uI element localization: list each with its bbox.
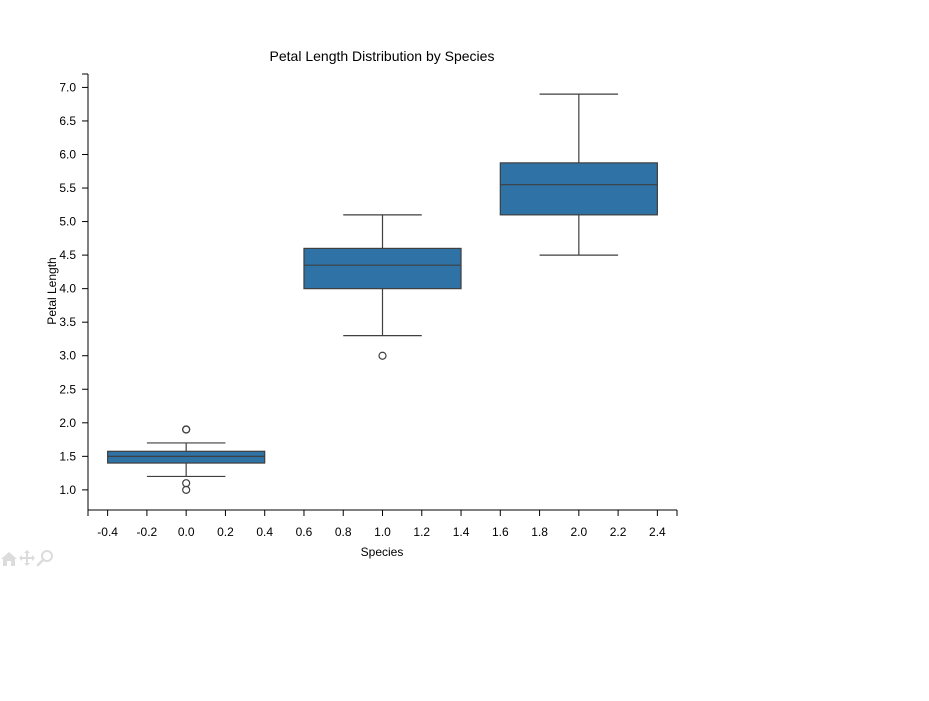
x-tick-label: 0.2 (217, 525, 234, 539)
x-tick-label: 0.8 (335, 525, 352, 539)
y-tick-label: 1.0 (59, 483, 76, 497)
y-tick-label: 4.5 (59, 248, 76, 262)
y-axis-label: Petal Length (45, 257, 59, 324)
outlier-point (182, 425, 191, 434)
x-tick-label: 1.2 (413, 525, 430, 539)
y-tick-label: 2.5 (59, 382, 76, 396)
x-tick-label: 1.0 (374, 525, 391, 539)
x-axis-label: Species (361, 545, 404, 559)
x-tick-label: 2.2 (610, 525, 627, 539)
y-tick-label: 7.0 (59, 80, 76, 94)
y-tick-label: 6.5 (59, 114, 76, 128)
x-tick-label: 0.4 (256, 525, 273, 539)
box-group-2 (499, 93, 658, 256)
x-tick-label: 0.0 (178, 525, 195, 539)
y-axis: 1.0 1.5 2.0 2.5 3.0 3.5 4.0 4.5 5.0 5.5 6.0 6.5 7.0 (59, 73, 89, 510)
y-tick-label: 2.0 (59, 416, 76, 430)
chart-toolbar (0, 548, 54, 568)
x-tick-label: 2.4 (649, 525, 666, 539)
x-tick-label: -0.4 (97, 525, 118, 539)
plot-area (107, 93, 658, 494)
x-axis: -0.4 -0.2 0.0 0.2 0.4 0.6 0.8 1.0 1.2 1.4 1.6 1.8 2.… (87, 509, 678, 539)
home-icon[interactable] (0, 548, 18, 568)
y-tick-label: 3.5 (59, 315, 76, 329)
outlier-point (182, 479, 191, 488)
chart-title: Petal Length Distribution by Species (270, 48, 495, 64)
box-group-1 (303, 214, 462, 360)
box-body (107, 450, 266, 464)
y-tick-label: 1.5 (59, 449, 76, 463)
box-body (303, 247, 462, 290)
x-tick-label: 0.6 (296, 525, 313, 539)
y-tick-label: 4.0 (59, 282, 76, 296)
outlier-point (378, 351, 387, 360)
y-tick-label: 5.0 (59, 215, 76, 229)
zoom-icon[interactable] (36, 548, 54, 568)
x-tick-label: 1.4 (453, 525, 470, 539)
pan-icon[interactable] (18, 548, 36, 568)
box-group-0 (107, 425, 266, 494)
box-body (499, 162, 658, 216)
y-tick-label: 6.0 (59, 147, 76, 161)
x-tick-label: -0.2 (137, 525, 158, 539)
y-tick-label: 5.5 (59, 181, 76, 195)
x-tick-label: 1.6 (492, 525, 509, 539)
x-tick-label: 1.8 (531, 525, 548, 539)
y-tick-label: 3.0 (59, 349, 76, 363)
outlier-point (182, 485, 191, 494)
x-tick-label: 2.0 (570, 525, 587, 539)
